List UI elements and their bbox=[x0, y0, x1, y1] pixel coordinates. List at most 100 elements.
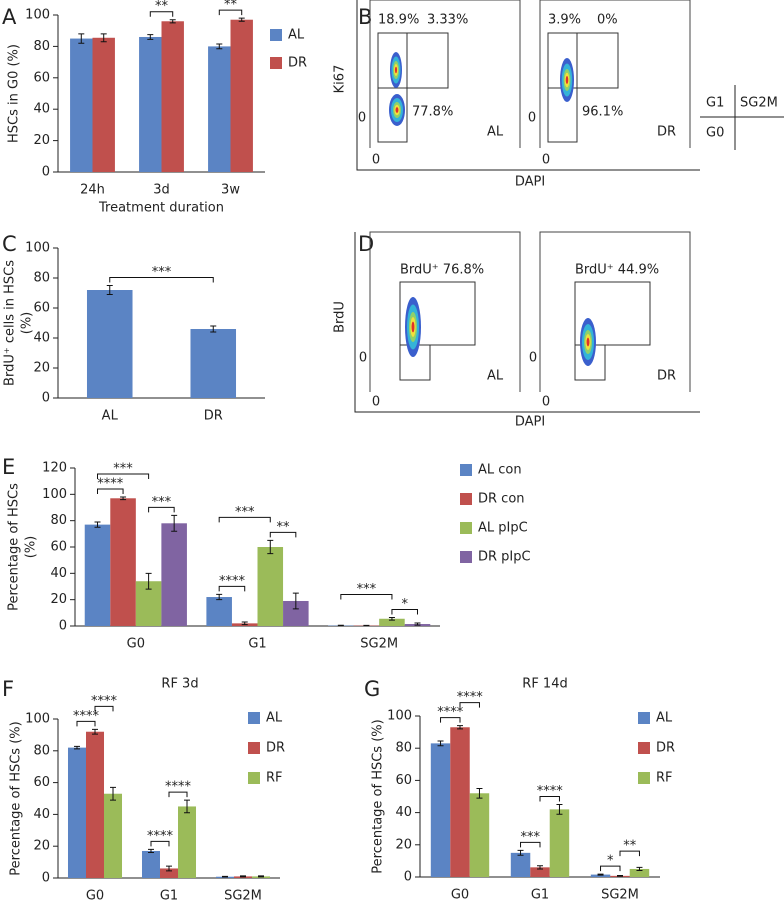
panel-letter: F bbox=[2, 677, 14, 701]
significance-bracket bbox=[168, 791, 188, 798]
bar bbox=[139, 36, 162, 173]
error-bar bbox=[414, 622, 421, 626]
error-bar bbox=[337, 624, 344, 627]
legend-label: AL bbox=[266, 711, 283, 726]
y-tick-label: 40 bbox=[395, 805, 412, 820]
y-axis-label: Percentage of HSCs (%) bbox=[371, 719, 386, 873]
y-tick-label: 40 bbox=[50, 566, 67, 581]
y-tick-label: 0 bbox=[528, 111, 536, 126]
significance-label: **** bbox=[537, 784, 564, 799]
y-tick-label: 0 bbox=[359, 351, 367, 366]
gate-label: BrdU⁺ 44.9% bbox=[575, 263, 659, 278]
legend-label: RF bbox=[266, 771, 283, 786]
significance-bracket bbox=[619, 850, 640, 857]
error-bar bbox=[110, 786, 117, 801]
bar bbox=[110, 498, 136, 626]
significance-label: **** bbox=[219, 574, 246, 589]
chart-title: RF 14d bbox=[522, 677, 567, 692]
x-tick-label: SG2M bbox=[601, 888, 639, 902]
y-tick-label: 0 bbox=[42, 165, 50, 180]
significance-bracket bbox=[440, 717, 461, 723]
y-tick-label: 100 bbox=[387, 709, 412, 724]
legend-label: AL bbox=[656, 711, 673, 726]
error-bar bbox=[216, 593, 223, 601]
y-tick-label: 20 bbox=[50, 592, 67, 607]
bar bbox=[161, 21, 184, 173]
y-tick-label: 40 bbox=[33, 807, 50, 822]
error-bar bbox=[617, 875, 623, 877]
y-tick-label: 60 bbox=[33, 775, 50, 790]
y-tick-label: 120 bbox=[42, 461, 67, 476]
legend-label: AL con bbox=[478, 463, 522, 478]
significance-bracket bbox=[76, 720, 96, 727]
significance-label: **** bbox=[147, 829, 174, 844]
bar bbox=[379, 618, 405, 626]
error-bar bbox=[221, 875, 228, 878]
significance-label: **** bbox=[73, 709, 100, 724]
density-contour bbox=[411, 321, 415, 333]
y-tick-label: 20 bbox=[395, 837, 412, 852]
panel-letter: G bbox=[364, 677, 380, 701]
y-axis-label: Percentage of HSCs bbox=[7, 483, 22, 611]
significance-label: ** bbox=[623, 839, 637, 854]
error-bar bbox=[169, 19, 176, 24]
significance-label: *** bbox=[235, 505, 255, 520]
axis-frame bbox=[354, 232, 700, 413]
error-bar bbox=[636, 866, 643, 872]
axis-frame bbox=[356, 0, 700, 171]
significance-label: *** bbox=[357, 582, 377, 597]
legend-label: AL pIpC bbox=[478, 521, 528, 536]
significance-bracket bbox=[94, 705, 114, 712]
error-bar bbox=[537, 865, 543, 870]
significance-bracket bbox=[391, 608, 418, 615]
plot-frame bbox=[369, 231, 521, 392]
significance-label: **** bbox=[165, 780, 192, 795]
x-tick-label: G0 bbox=[451, 888, 469, 902]
y-tick-label: 80 bbox=[395, 741, 412, 756]
plot-frame bbox=[369, 0, 521, 148]
error-bar bbox=[145, 572, 152, 590]
legend-swatch bbox=[460, 522, 472, 534]
gate bbox=[406, 32, 449, 89]
significance-label: *** bbox=[152, 265, 172, 280]
error-bar bbox=[292, 592, 299, 610]
y-tick-label: 100 bbox=[25, 241, 50, 256]
significance-label: ** bbox=[224, 0, 238, 13]
bar bbox=[208, 46, 231, 172]
significance-label: **** bbox=[91, 694, 118, 709]
y-tick-label: 80 bbox=[33, 39, 50, 54]
x-tick-label: DR bbox=[204, 409, 223, 424]
key-label: SG2M bbox=[740, 96, 778, 111]
gate-label: 3.9% bbox=[548, 13, 581, 28]
panel-letter: B bbox=[358, 5, 372, 29]
significance-label: **** bbox=[457, 690, 484, 705]
significance-bracket bbox=[218, 585, 246, 592]
bar bbox=[590, 874, 611, 877]
x-tick-label: 0 bbox=[542, 153, 550, 168]
plot-frame bbox=[539, 231, 691, 392]
chart-title: RF 3d bbox=[161, 677, 198, 692]
legend-swatch bbox=[460, 464, 472, 476]
legend-label: DR bbox=[288, 56, 307, 71]
gate bbox=[576, 32, 619, 89]
bar bbox=[84, 524, 111, 626]
legend-swatch bbox=[270, 57, 282, 69]
error-bar bbox=[437, 740, 444, 747]
bar bbox=[257, 547, 284, 626]
error-bar bbox=[241, 621, 248, 626]
significance-bracket bbox=[539, 796, 560, 802]
significance-bracket bbox=[109, 277, 214, 283]
legend-swatch bbox=[638, 742, 650, 754]
bar bbox=[70, 38, 93, 172]
x-tick-label: 0 bbox=[372, 153, 380, 168]
x-tick-label: G1 bbox=[531, 888, 549, 902]
significance-bracket bbox=[149, 11, 174, 17]
legend-label: DR pIpC bbox=[478, 550, 531, 565]
y-axis-label: BrdU bbox=[333, 301, 348, 333]
legend-swatch bbox=[248, 712, 260, 724]
error-bar bbox=[106, 285, 113, 295]
error-bar bbox=[171, 514, 178, 532]
bar bbox=[86, 290, 133, 398]
gate bbox=[377, 87, 408, 143]
